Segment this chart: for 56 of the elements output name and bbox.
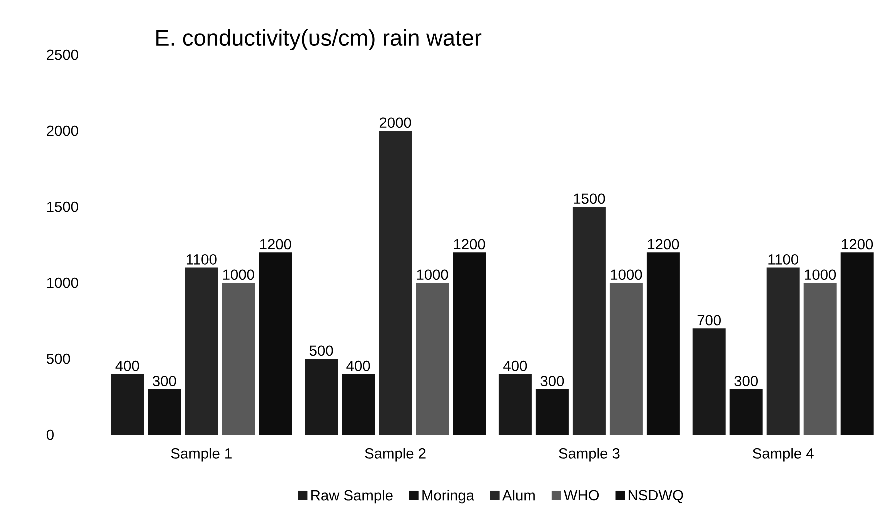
bar bbox=[692, 328, 726, 435]
x-tick-label: Sample 1 bbox=[171, 448, 232, 462]
data-label: 1000 bbox=[223, 270, 254, 280]
x-tick-label: Sample 4 bbox=[753, 448, 814, 462]
y-tick-label: 0 bbox=[46, 430, 54, 440]
bar bbox=[572, 206, 606, 435]
bar bbox=[342, 374, 376, 435]
legend-label: Moringa bbox=[422, 490, 474, 504]
data-label: 1000 bbox=[417, 270, 448, 280]
bar bbox=[305, 359, 338, 435]
x-tick-label: Sample 2 bbox=[365, 448, 426, 462]
bar bbox=[766, 268, 800, 435]
data-label: 1000 bbox=[805, 270, 836, 280]
data-label: 1200 bbox=[648, 239, 680, 250]
data-label: 1200 bbox=[842, 239, 874, 250]
data-label: 400 bbox=[346, 360, 370, 372]
legend-label: Alum bbox=[502, 490, 535, 501]
bar bbox=[646, 252, 680, 435]
data-label: 300 bbox=[734, 376, 758, 386]
bar bbox=[379, 131, 412, 435]
bar bbox=[148, 389, 182, 435]
data-label: 2000 bbox=[380, 118, 412, 128]
y-tick-label: 1000 bbox=[47, 278, 78, 288]
bar bbox=[804, 283, 837, 435]
bar bbox=[416, 283, 450, 435]
data-label: 1500 bbox=[574, 194, 606, 204]
y-tick-label: 2500 bbox=[47, 50, 78, 60]
x-tick-label: Sample 3 bbox=[559, 448, 620, 462]
data-label: 400 bbox=[116, 360, 140, 372]
legend-label: Raw Sample bbox=[312, 490, 393, 504]
data-label: 300 bbox=[540, 376, 564, 386]
bar bbox=[730, 389, 763, 435]
data-label: 400 bbox=[504, 360, 528, 372]
data-label: 1100 bbox=[768, 254, 799, 265]
y-tick-label: 2000 bbox=[47, 126, 78, 136]
legend-label: NSDWQ bbox=[628, 490, 684, 504]
data-label: 1000 bbox=[611, 270, 642, 280]
y-tick-label: 500 bbox=[46, 354, 70, 364]
data-label: 500 bbox=[310, 346, 334, 356]
bar bbox=[610, 283, 643, 435]
bar bbox=[498, 374, 532, 435]
data-label: 1100 bbox=[186, 254, 217, 265]
chart-title: E. conductivity(υs/cm) rain water bbox=[156, 29, 482, 51]
data-label: 1200 bbox=[454, 239, 486, 250]
legend-label: WHO bbox=[564, 490, 600, 501]
bar bbox=[185, 268, 218, 435]
bar bbox=[111, 374, 144, 435]
data-label: 700 bbox=[698, 315, 721, 326]
data-label: 300 bbox=[152, 376, 176, 386]
data-label: 1200 bbox=[260, 239, 292, 250]
bar bbox=[222, 283, 256, 435]
bar bbox=[536, 389, 569, 435]
bar bbox=[259, 252, 292, 435]
bar bbox=[453, 252, 486, 435]
bar bbox=[840, 252, 874, 435]
y-tick-label: 1500 bbox=[47, 202, 78, 212]
